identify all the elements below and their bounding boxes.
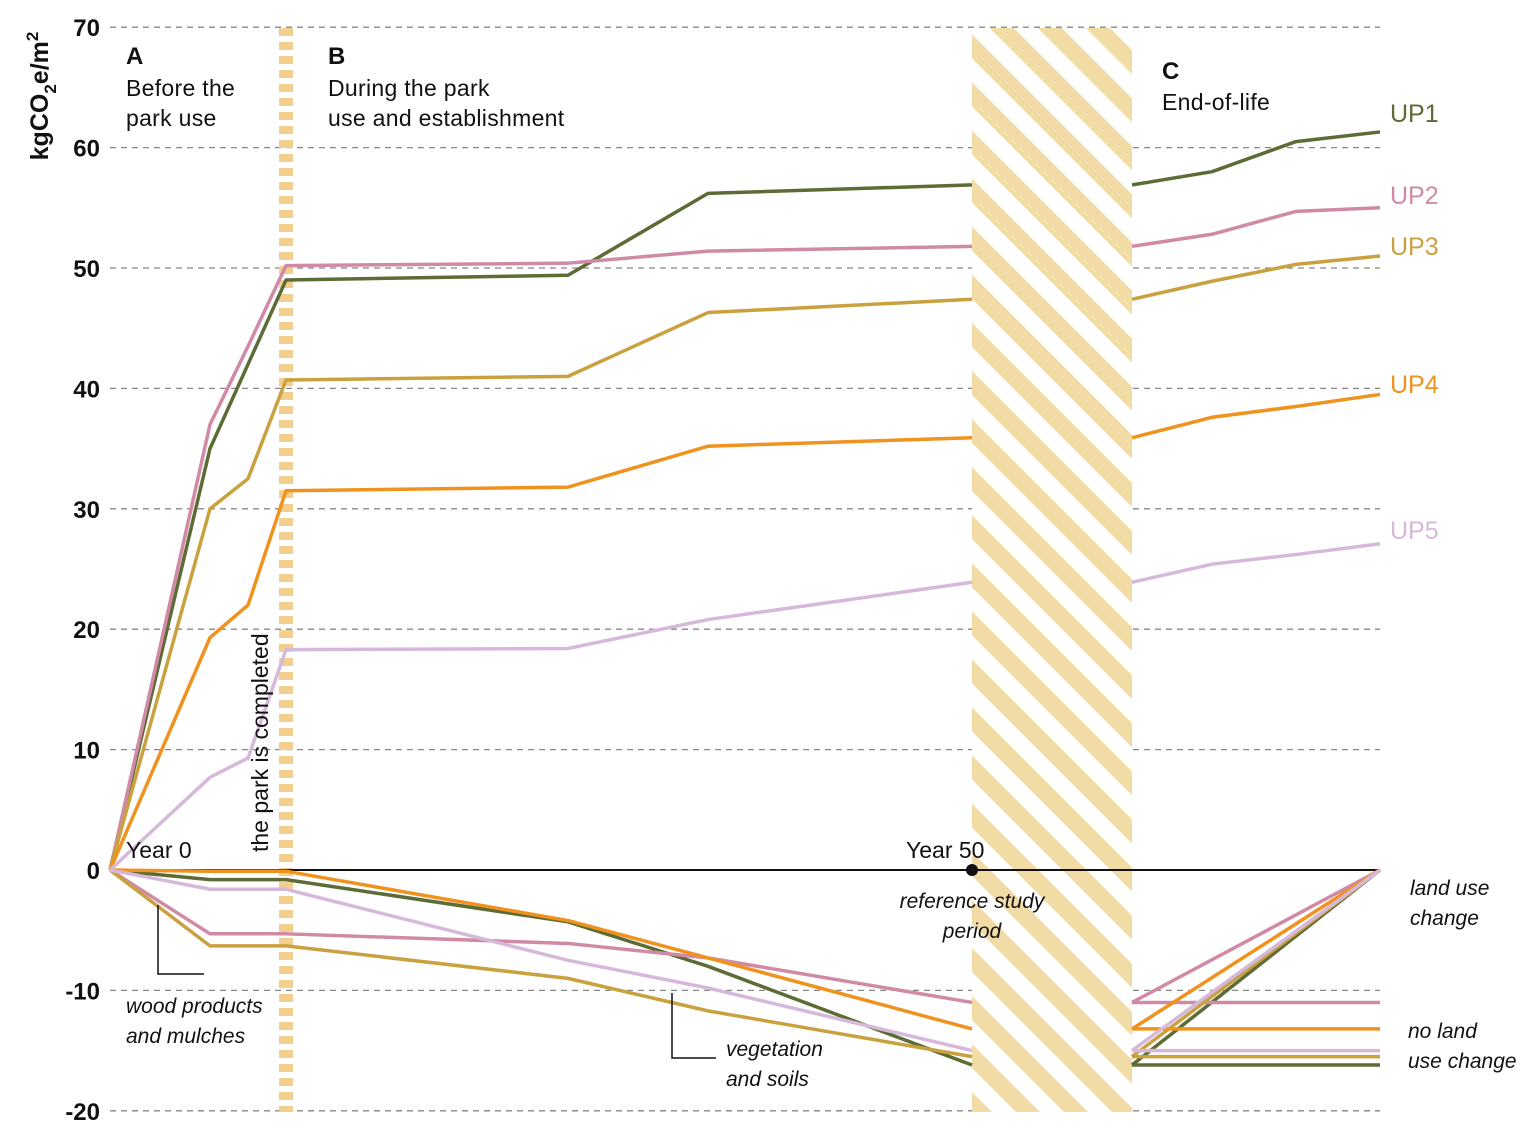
up1-label: UP1 (1390, 100, 1439, 128)
y-tick-label: 30 (73, 497, 100, 524)
y-tick-label: 60 (73, 136, 100, 163)
year-50-dot (966, 864, 978, 876)
wood-leader (157, 905, 204, 975)
phase-a-letter: A (126, 43, 143, 70)
up4-emissions-line (108, 436, 973, 871)
up3-emissions-line (108, 297, 973, 871)
y-tick-label: 50 (73, 256, 100, 283)
land-use-change-label-2: change (1410, 907, 1479, 930)
wood-label-2: and mulches (126, 1025, 246, 1048)
y-tick-label: 20 (73, 617, 100, 644)
gridlines (110, 26, 1380, 1112)
reference-period-label-2: period (942, 920, 1003, 943)
up1-emissions-eol-line (1131, 130, 1381, 187)
up4-land-use-change-line (1131, 868, 1381, 1031)
up4-sequestration-line (109, 868, 973, 1031)
series-labels: UP1 UP2 UP3 UP4 UP5 (1390, 100, 1439, 545)
y-tick-label: -10 (65, 978, 100, 1005)
no-land-use-change-label-2: use change (1408, 1050, 1517, 1073)
up5-land-use-change-line (1130, 868, 1382, 1053)
vegetation-label-1: vegetation (726, 1038, 823, 1061)
reference-period-label-1: reference study (900, 890, 1046, 913)
year-0-label: Year 0 (126, 837, 192, 863)
wood-label-1: wood products (126, 995, 263, 1018)
vegetation-label-2: and soils (726, 1068, 809, 1091)
phase-c-letter: C (1162, 58, 1179, 85)
up2-land-use-change-line (1131, 868, 1381, 1004)
up5-label: UP5 (1390, 517, 1439, 545)
up3-sequestration-line (108, 868, 973, 1059)
up2-emissions-eol-line (1131, 206, 1381, 249)
phase-b-letter: B (328, 43, 345, 70)
park-completed-label: the park is completed (247, 633, 273, 852)
y-tick-label: 10 (73, 738, 100, 765)
vegetation-leader (671, 993, 716, 1059)
up3-emissions-eol-line (1131, 254, 1381, 302)
phase-a-line-1: Before the (126, 75, 235, 101)
y-axis-label: kgCO2e/m2 (23, 32, 60, 161)
up2-label: UP2 (1390, 182, 1439, 210)
up4-emissions-eol-line (1131, 392, 1381, 440)
up1-sequestration-line (109, 868, 973, 1067)
y-tick-label: 70 (73, 15, 100, 42)
phase-a-line-2: park use (126, 105, 217, 131)
y-tick-labels: 70 60 50 40 30 20 10 0 -10 -20 (65, 15, 100, 1126)
up3-label: UP3 (1390, 233, 1439, 261)
up2-emissions-line (108, 244, 973, 871)
y-tick-label: -20 (65, 1099, 100, 1126)
up1-emissions-line (108, 183, 973, 871)
up4-label: UP4 (1390, 371, 1439, 399)
phase-b-line-2: use and establishment (328, 105, 565, 131)
land-use-change-label-1: land use (1410, 877, 1489, 900)
no-land-use-change-label-1: no land (1408, 1020, 1478, 1043)
series-lines (108, 130, 1382, 1067)
up5-emissions-line (108, 580, 973, 872)
up5-emissions-eol-line (1131, 541, 1381, 584)
y-tick-label: 40 (73, 376, 100, 403)
y-tick-label: 0 (87, 858, 100, 885)
phase-c-line-1: End-of-life (1162, 89, 1270, 115)
reference-period-band (972, 28, 1132, 1112)
phase-b-line-1: During the park (328, 75, 490, 101)
up5-sequestration-line (109, 868, 973, 1053)
year-50-label: Year 50 (906, 837, 984, 863)
